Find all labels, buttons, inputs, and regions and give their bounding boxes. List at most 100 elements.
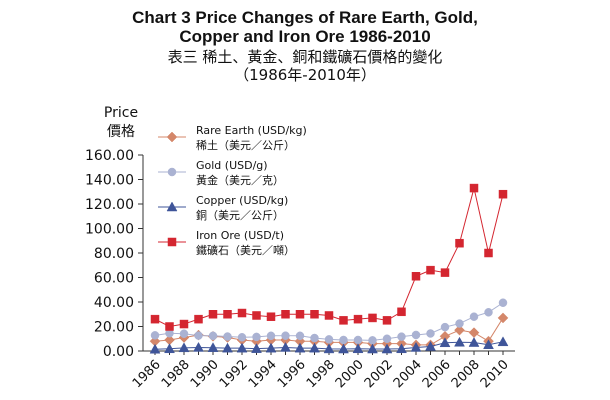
data-point-gold: [484, 308, 493, 317]
data-point-iron-ore: [237, 308, 247, 318]
data-point-gold: [382, 334, 392, 343]
data-point-iron-ore: [469, 183, 479, 193]
x-tick-label: 1990: [188, 357, 222, 391]
data-point-gold: [353, 335, 363, 345]
data-point-iron-ore: [498, 189, 508, 199]
data-point-copper: [236, 342, 248, 353]
data-point-gold: [440, 322, 450, 332]
legend-label-zh: 稀土（美元／公斤）: [196, 139, 295, 152]
data-point-copper: [323, 343, 335, 354]
y-axis-label-zh: 價格: [107, 123, 135, 140]
data-point-gold: [469, 312, 479, 321]
y-tick-label: 100.00: [85, 222, 134, 238]
y-tick-label: 160.00: [85, 148, 134, 164]
y-tick-label: 20.00: [94, 320, 134, 336]
series-iron-ore: [150, 183, 508, 331]
data-point-gold: [310, 333, 319, 343]
data-point-iron-ore: [252, 311, 261, 320]
x-tick-label: 1988: [159, 357, 193, 391]
x-tick-label: 1986: [130, 357, 164, 391]
data-point-gold: [179, 329, 189, 338]
legend-label: Rare Earth (USD/kg): [196, 124, 307, 137]
data-point-gold: [324, 335, 334, 344]
data-point-copper: [280, 341, 291, 352]
data-point-copper: [497, 336, 509, 347]
y-tick-label: 0.00: [103, 344, 134, 360]
data-point-copper: [483, 339, 494, 350]
data-point-gold: [295, 331, 305, 341]
data-point-copper: [294, 342, 306, 353]
data-point-copper: [193, 341, 204, 352]
x-tick-label: 2000: [333, 357, 367, 391]
x-tick-label: 1994: [246, 357, 280, 391]
data-point-copper: [149, 343, 161, 354]
data-point-iron-ore: [426, 265, 435, 275]
legend-marker: [167, 167, 177, 177]
data-point-copper: [468, 337, 480, 347]
x-tick-label: 2002: [362, 357, 396, 391]
legend-label: Iron Ore (USD/t): [196, 229, 284, 242]
data-point-iron-ore: [223, 310, 232, 319]
data-point-gold: [281, 331, 290, 340]
axes: 0.00 20.00 40.00 60.00 80.00 100.00 120.00 140.…: [85, 148, 515, 391]
y-tick-label: 140.00: [85, 173, 134, 189]
data-point-iron-ore: [411, 272, 421, 281]
legend-label-zh: 黃金（美元／克）: [196, 173, 284, 187]
data-point-iron-ore: [484, 248, 493, 258]
chart-title-zh: 表三 稀土、黃金、銅和鐵礦石價格的變化: [167, 48, 443, 66]
legend-item-rare-earth: Rare Earth (USD/kg) 稀土（美元／公斤）: [158, 124, 307, 152]
data-point-copper: [352, 343, 364, 354]
data-point-iron-ore: [295, 310, 305, 319]
data-point-copper: [164, 343, 175, 354]
data-point-copper: [367, 343, 378, 354]
data-point-gold: [266, 331, 276, 341]
data-point-copper: [338, 343, 349, 354]
data-point-iron-ore: [397, 307, 406, 317]
data-point-copper: [265, 342, 277, 353]
data-point-iron-ore: [339, 316, 348, 325]
data-point-iron-ore: [179, 319, 189, 329]
series-line-gold: [154, 302, 504, 341]
data-point-iron-ore: [208, 310, 218, 319]
legend-label-zh: 銅（美元／公斤）: [196, 208, 284, 222]
data-point-iron-ore: [382, 316, 392, 325]
data-point-copper: [251, 343, 262, 353]
data-point-gold: [223, 332, 232, 341]
data-point-gold: [208, 331, 218, 341]
data-point-rare-earth: [497, 312, 509, 324]
series-layer: [149, 183, 509, 354]
data-point-iron-ore: [324, 311, 334, 320]
data-point-gold: [150, 331, 160, 340]
legend-label: Gold (USD/g): [196, 159, 268, 172]
data-point-copper: [425, 340, 436, 351]
data-point-gold: [426, 329, 435, 338]
data-point-gold: [368, 336, 377, 345]
x-tick-label: 1998: [304, 357, 338, 391]
x-tick-label: 2004: [391, 357, 425, 391]
data-point-iron-ore: [310, 310, 319, 319]
legend-item-iron-ore: Iron Ore (USD/t)鐵礦石（美元／噸）: [158, 229, 295, 257]
y-tick-label: 40.00: [94, 295, 134, 311]
legend-item-gold: Gold (USD/g)黃金（美元／克）: [158, 159, 284, 187]
legend-marker: [166, 201, 178, 212]
series-gold: [150, 298, 508, 345]
data-point-iron-ore: [266, 312, 276, 321]
legend-marker: [167, 237, 177, 247]
data-point-copper: [396, 343, 407, 354]
y-tick-label: 80.00: [94, 246, 134, 262]
data-point-gold: [237, 333, 247, 342]
data-point-iron-ore: [150, 314, 160, 324]
chart-subtitle-zh-years: （1986年-2010年）: [234, 66, 376, 84]
data-point-iron-ore: [368, 313, 377, 323]
data-point-gold: [411, 330, 421, 340]
data-point-rare-earth: [454, 324, 465, 336]
data-point-iron-ore: [281, 310, 290, 319]
legend-label-zh: 鐵礦石（美元／噸）: [196, 243, 295, 257]
data-point-copper: [178, 342, 190, 353]
data-point-iron-ore: [165, 322, 174, 331]
data-point-copper: [207, 342, 219, 352]
chart-title-en-line1: Chart 3 Price Changes of Rare Earth, Gol…: [132, 8, 478, 27]
data-point-gold: [252, 332, 261, 342]
legend-marker: [166, 131, 178, 143]
legend-item-copper: Copper (USD/kg)銅（美元／公斤）: [158, 194, 288, 222]
